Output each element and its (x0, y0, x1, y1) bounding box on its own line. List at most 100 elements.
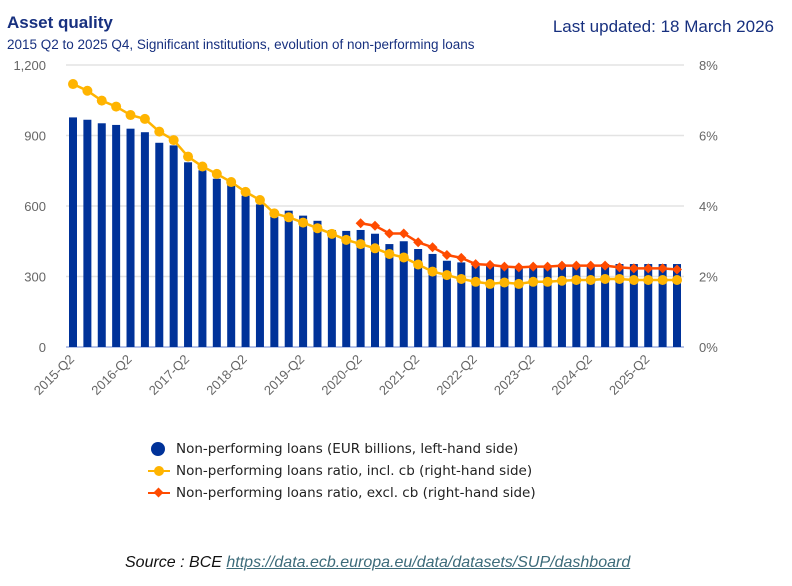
data-point (298, 217, 309, 228)
data-point (211, 168, 222, 179)
bar (342, 230, 351, 347)
data-point (384, 228, 395, 239)
y-right-tick-label: 6% (699, 129, 718, 144)
data-point (485, 278, 496, 289)
y-left-tick-label: 600 (24, 199, 46, 214)
data-point (398, 252, 409, 263)
x-tick-label: 2025-Q2 (606, 352, 652, 398)
bar (486, 265, 495, 347)
data-point (269, 208, 280, 219)
y-left-tick-label: 1,200 (13, 58, 46, 73)
data-point (513, 262, 524, 273)
chart-title: Asset quality (7, 13, 113, 32)
data-point (341, 234, 352, 245)
bar (457, 262, 466, 347)
bar (543, 266, 552, 347)
data-point (254, 195, 265, 206)
x-tick-label: 2023-Q2 (491, 352, 537, 398)
data-point (672, 275, 682, 286)
data-point (470, 276, 481, 287)
x-tick-label: 2024-Q2 (548, 352, 594, 398)
data-point (628, 275, 639, 286)
data-point (456, 252, 467, 263)
data-point (68, 79, 78, 90)
bar (442, 260, 451, 347)
bar (644, 264, 653, 347)
line-circle-marker-icon (148, 464, 170, 478)
bar (615, 264, 624, 347)
data-point (528, 261, 539, 272)
bar (69, 117, 77, 347)
data-point (513, 278, 524, 289)
data-point (441, 249, 452, 260)
bar (255, 204, 264, 347)
data-point (183, 151, 194, 162)
source-label: Source : BCE (125, 554, 227, 571)
bar (385, 244, 394, 347)
data-point (628, 263, 639, 274)
bar (557, 265, 566, 347)
data-point (585, 275, 596, 286)
data-point (82, 85, 93, 96)
data-point (571, 275, 582, 286)
data-point (355, 218, 366, 229)
data-point (111, 101, 122, 112)
data-point (528, 276, 539, 287)
bar (126, 128, 135, 347)
bar (198, 170, 207, 347)
data-point (456, 273, 467, 284)
y-left-tick-label: 900 (24, 129, 46, 144)
legend-item-npl[interactable]: Non-performing loans (EUR billions, left… (148, 438, 536, 460)
line-diamond-marker-icon (148, 486, 170, 500)
bar (500, 266, 509, 347)
legend-label: Non-performing loans (EUR billions, left… (176, 441, 519, 457)
data-point (470, 259, 481, 270)
data-point (125, 110, 136, 121)
x-tick-label: 2021-Q2 (376, 352, 422, 398)
legend-label: Non-performing loans ratio, incl. cb (ri… (176, 463, 533, 479)
data-point (398, 228, 409, 239)
data-point (657, 263, 668, 274)
bar (212, 178, 221, 347)
y-left-tick-label: 0 (39, 340, 46, 355)
data-point (197, 161, 208, 172)
data-point (585, 260, 596, 271)
data-point (312, 223, 323, 234)
legend: Non-performing loans (EUR billions, left… (148, 438, 536, 504)
data-point (355, 239, 366, 250)
y-right-tick-label: 8% (699, 58, 718, 73)
legend-item-ratio-incl[interactable]: Non-performing loans ratio, incl. cb (ri… (148, 460, 536, 482)
data-point (556, 275, 567, 286)
bar (371, 233, 379, 347)
bar (155, 142, 164, 347)
chart-subtitle: 2015 Q2 to 2025 Q4, Significant institut… (7, 37, 475, 52)
last-updated: Last updated: 18 March 2026 (552, 17, 774, 36)
data-point (441, 270, 452, 281)
bar (184, 162, 193, 347)
y-right-tick-label: 0% (699, 340, 718, 355)
source-link[interactable]: https://data.ecb.europa.eu/data/datasets… (226, 554, 631, 571)
data-point (427, 266, 438, 277)
data-point (643, 263, 654, 274)
data-point (657, 275, 668, 286)
legend-label: Non-performing loans ratio, excl. cb (ri… (176, 485, 536, 501)
bar (227, 185, 236, 347)
data-point (427, 242, 438, 253)
bar (673, 264, 681, 347)
bar (572, 265, 581, 347)
bar (270, 216, 279, 347)
x-tick-label: 2016-Q2 (88, 352, 134, 398)
legend-item-ratio-excl[interactable]: Non-performing loans ratio, excl. cb (ri… (148, 482, 536, 504)
data-point (226, 177, 237, 188)
bar (586, 264, 595, 347)
x-tick-label: 2019-Q2 (261, 352, 307, 398)
bar (299, 215, 308, 347)
data-point (600, 260, 611, 271)
bar (327, 229, 336, 347)
data-point (96, 95, 107, 106)
data-point (672, 264, 682, 275)
data-point (542, 276, 553, 287)
x-tick-label: 2017-Q2 (146, 352, 192, 398)
data-point (139, 113, 150, 124)
x-tick-label: 2022-Q2 (433, 352, 479, 398)
